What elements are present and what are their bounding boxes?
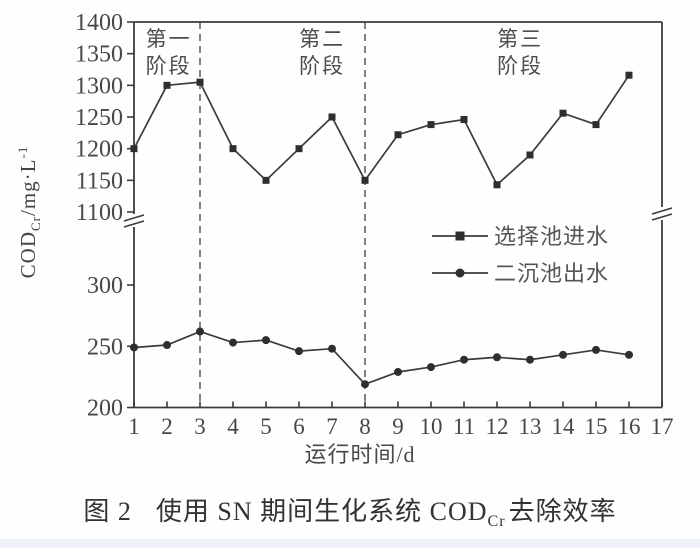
y-axis-label-sup: -1 [15,145,30,159]
data-point-square [460,116,468,124]
data-point-circle [130,343,138,352]
y-axis-label-mid: /mg·L [16,158,40,217]
data-point-circle [163,341,171,350]
data-point-circle [196,327,204,336]
data-point-square [559,109,567,117]
data-point-square [526,151,534,159]
y-axis-break-icon [651,207,673,215]
data-point-square [592,121,600,129]
y-tick-label: 200 [87,396,123,422]
y-tick-label: 1150 [76,168,123,194]
data-point-square [328,113,336,121]
x-tick-label: 7 [326,414,338,439]
data-point-circle [592,345,600,354]
x-tick-label: 6 [293,414,305,439]
y-axis-break-icon [123,214,145,222]
series-influent-line [133,74,630,187]
data-point-square [130,145,138,153]
data-point-square [196,78,204,86]
x-tick-label: 16 [618,414,641,439]
phase-label-2-line1: 第二 [299,27,345,51]
phase-label-2-line2: 阶段 [299,54,345,78]
data-point-square [163,81,171,89]
x-tick-label: 2 [161,414,173,439]
x-tick-label: 13 [519,414,542,439]
data-point-circle [328,344,336,353]
series-effluent-line [133,330,630,386]
data-point-square [295,145,303,153]
figure-caption: 图 2 使用 SN 期间生化系统 CODCr 去除效率 [0,491,700,531]
data-point-circle [262,336,270,345]
y-tick-label: 1350 [75,42,123,68]
data-point-circle [526,355,534,364]
data-point-square [229,145,237,153]
y-tick-label: 300 [87,273,123,299]
footer-strip [0,539,700,548]
phase-label-1-line1: 第一 [146,27,192,51]
x-tick-label: 15 [585,414,608,439]
phase-label-1-line2: 阶段 [146,54,192,78]
data-point-square [262,176,270,184]
y-tick-label: 1250 [75,105,123,131]
x-tick-label: 17 [651,414,674,439]
data-point-circle [493,353,501,362]
y-tick-label: 1200 [75,137,123,163]
data-point-square [361,176,369,184]
caption-suffix: 去除效率 [508,497,617,526]
data-point-circle [427,363,435,372]
y-axis-label-sub: Cr [28,216,44,232]
y-tick-label: 1300 [75,73,123,99]
phase-label-3-line2: 阶段 [497,54,543,78]
y-axis-break-icon [123,220,145,228]
y-tick-label: 1400 [75,10,123,36]
data-point-square [427,121,435,129]
y-tick-label: 250 [87,334,123,360]
y-tick-label: 1100 [76,200,123,226]
data-point-circle [460,355,468,364]
y-axis-label-main: COD [16,231,40,279]
data-point-square [394,131,402,139]
caption-sub: Cr [487,513,506,531]
x-tick-label: 12 [486,414,509,439]
x-tick-label: 5 [260,414,272,439]
figure-number: 图 2 [83,497,132,526]
x-tick-label: 11 [453,414,475,439]
caption-main: 使用 SN 期间生化系统 COD [155,497,488,526]
x-tick-label: 1 [128,414,140,439]
x-tick-label: 4 [227,414,239,439]
data-point-circle [625,350,633,359]
legend-circle-marker [455,268,465,278]
legend-square-marker [455,231,465,241]
x-tick-label: 8 [359,414,371,439]
data-point-circle [295,347,303,356]
data-point-circle [394,367,402,376]
y-axis-label: CODCr/mg·L-1 [15,110,45,314]
x-tick-label: 14 [552,414,576,439]
x-tick-label: 10 [420,414,443,439]
y-axis-break-icon [651,213,673,221]
x-tick-label: 3 [194,414,206,439]
data-point-circle [229,338,237,347]
legend-label: 选择池进水 [494,224,609,249]
x-axis-label: 运行时间/d [304,442,415,467]
data-point-circle [361,380,369,389]
data-point-square [625,71,633,79]
data-point-square [493,181,501,189]
legend-label: 二沉池出水 [494,261,609,286]
phase-label-3-line1: 第三 [497,27,543,51]
x-tick-label: 9 [392,414,404,439]
data-point-circle [559,350,567,359]
